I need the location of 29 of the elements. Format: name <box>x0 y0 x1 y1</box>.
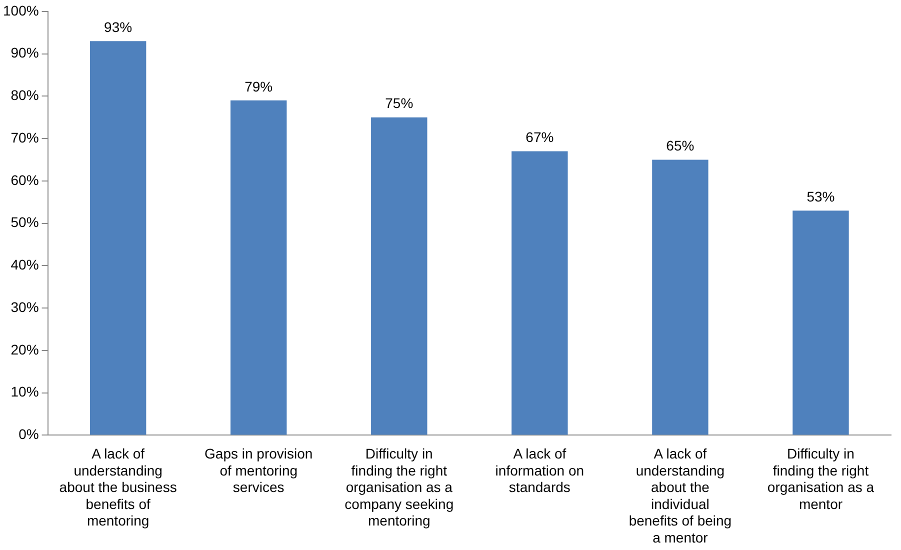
bar <box>230 100 287 435</box>
data-label: 79% <box>244 78 273 94</box>
y-tick-label: 100% <box>2 2 39 18</box>
y-tick-label: 0% <box>18 426 39 442</box>
y-tick-label: 50% <box>10 214 39 230</box>
y-tick-label: 30% <box>10 298 39 315</box>
data-label: 67% <box>526 129 554 146</box>
y-tick-label: 20% <box>10 341 39 358</box>
data-label: 65% <box>666 138 694 154</box>
y-tick-label: 70% <box>10 129 39 146</box>
x-tick-label: A lack of understanding about the business benefits of mentoring <box>59 445 177 529</box>
bar <box>792 210 849 435</box>
y-tick-label: 60% <box>10 172 39 188</box>
x-tick-label: A lack of information on standards <box>495 445 584 496</box>
y-tick-label: 10% <box>10 384 39 400</box>
bar <box>652 160 708 435</box>
x-tick-label: Difficulty in finding the right organisation as a company seeking mentoring <box>344 445 454 529</box>
x-tick-label: Gaps in provision of mentoring services <box>204 445 313 496</box>
x-tick-label: Difficulty in finding the right organisation as a mentor <box>767 445 874 512</box>
y-tick-label: 90% <box>10 44 39 61</box>
y-tick-label: 40% <box>10 256 39 273</box>
bar <box>512 151 568 435</box>
x-tick-label: A lack of understanding about the individual benefits of being a mentor <box>628 445 732 546</box>
y-tick-label: 80% <box>10 87 39 104</box>
bar <box>371 117 428 435</box>
data-label: 93% <box>104 18 132 35</box>
data-label: 75% <box>385 95 414 112</box>
bar <box>90 41 146 435</box>
data-label: 53% <box>806 188 835 204</box>
